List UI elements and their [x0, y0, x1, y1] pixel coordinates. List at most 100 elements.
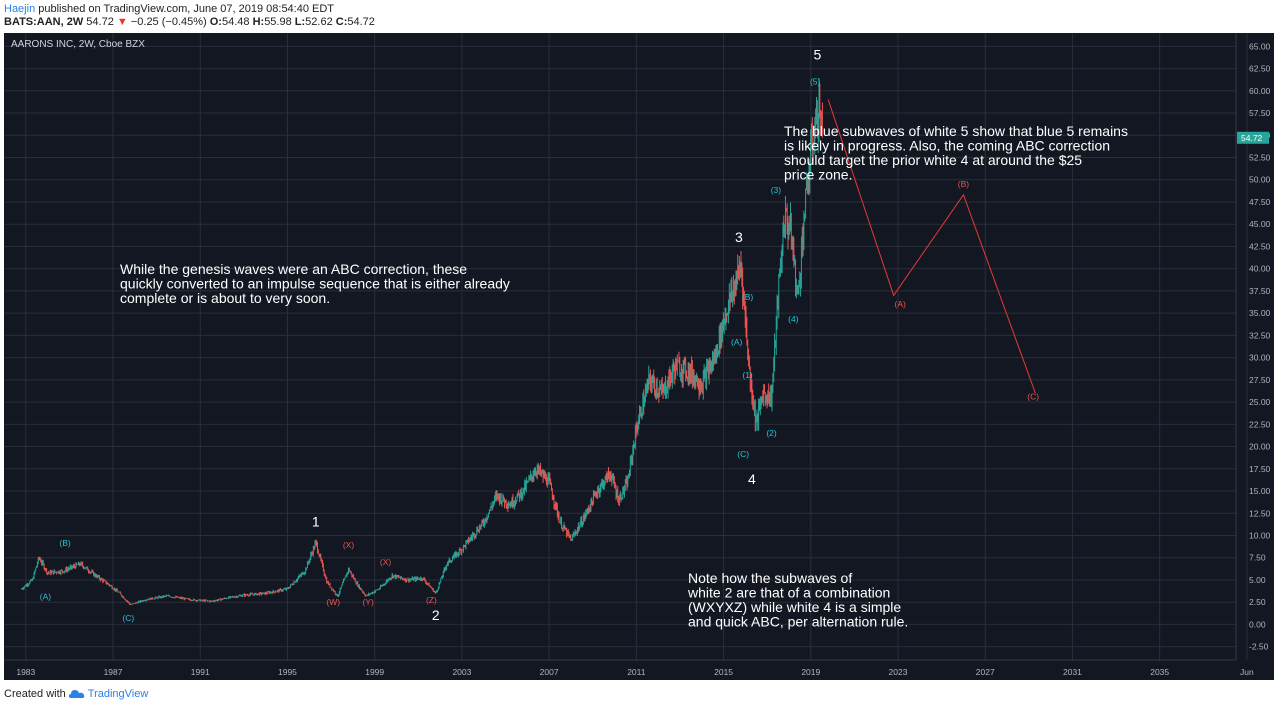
open-value: 54.48: [221, 16, 250, 28]
grid: [4, 33, 1248, 660]
price-tick-label: 25.00: [1249, 397, 1271, 407]
footer-created: Created with: [4, 688, 66, 700]
high-label: H:: [252, 16, 265, 28]
price-tick-label: 15.00: [1249, 486, 1271, 496]
wave-label: (C): [122, 613, 134, 623]
price-tick-label: 37.50: [1249, 286, 1271, 296]
wave-label: 3: [735, 229, 743, 245]
abc-projection-line: [827, 99, 1036, 394]
time-tick-label: 2027: [976, 667, 995, 677]
candles: [20, 78, 823, 606]
wave-label: (2): [766, 428, 777, 438]
chart-title: AARONS INC, 2W, Cboe BZX: [11, 39, 145, 50]
price-tick-label: 27.50: [1249, 375, 1271, 385]
low-label: L:: [294, 16, 306, 28]
wave-label: (X): [343, 540, 355, 550]
time-axis[interactable]: 1983 1987 1991 1995 1999 2003 2007 2011 2015 2019…: [4, 659, 1254, 677]
price-tick-label: 17.50: [1249, 464, 1271, 474]
price-tick-label: 20.00: [1249, 442, 1271, 452]
price-tick-label: 42.50: [1249, 241, 1271, 251]
wave-label: (3): [771, 185, 782, 195]
wave-label: (B): [59, 538, 71, 548]
time-tick-label: 1999: [365, 667, 384, 677]
price-tick-label: 12.50: [1249, 508, 1271, 518]
price-tick-label: -2.50: [1249, 642, 1269, 652]
wave-label: 1: [312, 514, 320, 530]
price-tick-label: 40.00: [1249, 264, 1271, 274]
wave-label: (C): [737, 449, 749, 459]
publish-line: Haejin published on TradingView.com, Jun…: [4, 3, 334, 15]
wave-label: (C): [1027, 391, 1039, 401]
wave-label: (B): [742, 292, 754, 302]
time-tick-label: 2015: [714, 667, 733, 677]
tradingview-cloud-icon: [68, 690, 85, 698]
note-line: price zone.: [784, 167, 852, 183]
wave-label: (X): [380, 557, 392, 567]
tradingview-link[interactable]: TradingView: [87, 688, 149, 700]
wave-label: 4: [748, 471, 756, 487]
ohlc-line: BATS:AAN, 2W 54.72 ▼ −0.25 (−0.45%) O:54…: [4, 16, 375, 28]
last-price: 54.72: [86, 16, 114, 28]
price-tick-label: 10.00: [1249, 530, 1271, 540]
time-tick-label: 1995: [278, 667, 297, 677]
price-tick-label: 50.00: [1249, 175, 1271, 185]
wave-label: (Z): [426, 595, 437, 605]
price-tick-label: 45.00: [1249, 219, 1271, 229]
price-tick-label: 47.50: [1249, 197, 1271, 207]
wave-label: (A): [40, 592, 52, 602]
open-label: O:: [209, 16, 222, 28]
wave-label: (4): [788, 314, 799, 324]
price-tick-label: 5.00: [1249, 575, 1266, 585]
symbol-label: BATS:AAN, 2W: [4, 16, 84, 28]
price-tick-label: 65.00: [1249, 41, 1271, 51]
wave-label: (A): [895, 299, 907, 309]
projection-path: [827, 99, 1036, 394]
wave-label: 5: [813, 47, 821, 63]
wave-label: (W): [326, 597, 340, 607]
time-tick-label: 2003: [452, 667, 471, 677]
wave-label: (1): [742, 370, 753, 380]
close-value: 54.72: [347, 16, 375, 28]
note-line: (WXYXZ) while white 4 is a simple: [688, 599, 901, 615]
time-tick-label: 2007: [540, 667, 559, 677]
price-tick-label: 2.50: [1249, 597, 1266, 607]
down-arrow-icon: ▼: [116, 16, 128, 28]
price-tick-label: 32.50: [1249, 330, 1271, 340]
wave-labels: 1 2 3 4 5 (B) (A) (C) (X) (X) (W) (Y) (Z) (B) (A) (1) (2…: [40, 47, 1040, 623]
note-line: and quick ABC, per alternation rule.: [688, 614, 908, 630]
chart-background: [4, 33, 1274, 680]
wave-label: (B): [958, 179, 970, 189]
note-line: should target the prior white 4 at aroun…: [784, 152, 1082, 168]
price-tick-label: 52.50: [1249, 153, 1271, 163]
note-line: quickly converted to an impulse sequence…: [120, 276, 510, 292]
time-tick-label: 1983: [16, 667, 35, 677]
note-line: is likely in progress. Also, the coming …: [784, 138, 1110, 154]
note-line: white 2 are that of a combination: [687, 585, 890, 601]
note-line: The blue subwaves of white 5 show that b…: [784, 123, 1128, 139]
price-tick-label: 57.50: [1249, 108, 1271, 118]
price-change: −0.25 (−0.45%): [130, 16, 207, 28]
time-tick-label: 2023: [889, 667, 908, 677]
footer: Created with TradingView: [4, 688, 148, 700]
time-tick-label: 1987: [104, 667, 123, 677]
price-tick-label: 60.00: [1249, 86, 1271, 96]
price-chart[interactable]: 1 2 3 4 5 (B) (A) (C) (X) (X) (W) (Y) (Z) (B) (A) (1) (2…: [0, 28, 1280, 680]
price-tick-label: 22.50: [1249, 419, 1271, 429]
author-link[interactable]: Haejin: [4, 3, 36, 15]
price-tick-label: 35.00: [1249, 308, 1271, 318]
wave-label: (Y): [362, 597, 374, 607]
wave-label: (5): [810, 77, 821, 87]
close-label: C:: [335, 16, 348, 28]
price-axis[interactable]: 65.0062.5060.0057.5055.0052.5050.0047.50…: [1235, 33, 1271, 660]
price-tick-label: 0.00: [1249, 619, 1266, 629]
wave-label: 2: [432, 607, 440, 623]
time-tick-label: 2019: [801, 667, 820, 677]
high-value: 55.98: [264, 16, 292, 28]
publish-info: published on TradingView.com, June 07, 2…: [38, 3, 335, 15]
wave-label: (A): [731, 337, 743, 347]
note-line: While the genesis waves were an ABC corr…: [120, 261, 467, 277]
last-price-badge: [1237, 131, 1269, 144]
price-tick-label: 7.50: [1249, 553, 1266, 563]
time-tick-label: 2031: [1063, 667, 1082, 677]
notes: While the genesis waves were an ABC corr…: [120, 123, 1128, 630]
